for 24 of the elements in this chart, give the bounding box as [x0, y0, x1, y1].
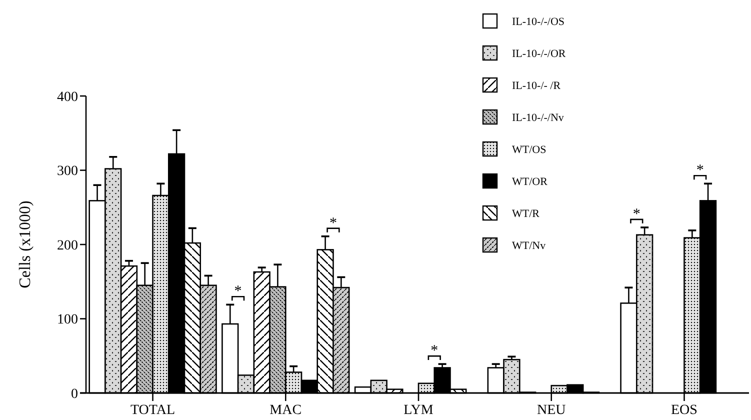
legend-label: WT/Nv	[512, 240, 546, 252]
x-tick-label: MAC	[270, 403, 302, 418]
y-tick-label: 200	[57, 238, 78, 254]
legend-label: WT/R	[512, 208, 540, 220]
legend-label: IL-10-/- /R	[512, 80, 562, 92]
x-tick-label: NEU	[536, 403, 566, 418]
y-tick-label: 0	[71, 386, 78, 402]
legend-label: IL-10-/-/OS	[512, 16, 565, 28]
annotation: *	[696, 162, 704, 179]
x-tick-label: TOTAL	[130, 403, 176, 418]
y-tick-label: 400	[57, 90, 78, 105]
x-tick-label: EOS	[671, 403, 698, 418]
annotation: *	[234, 284, 242, 300]
y-tick-label: 300	[57, 164, 78, 180]
legend-label: WT/OR	[512, 176, 548, 188]
y-axis-title: Cells (x1000)	[17, 200, 34, 288]
annotation: *	[632, 206, 640, 222]
legend-label: WT/OS	[512, 144, 546, 156]
legend-label: IL-10-/-/OR	[512, 48, 566, 60]
legend-label: IL-10-/-/Nv	[512, 112, 564, 124]
x-tick-label: LYM	[404, 403, 434, 418]
y-tick-label: 100	[57, 312, 78, 328]
annotation: *	[430, 343, 438, 360]
annotation: *	[329, 215, 337, 232]
